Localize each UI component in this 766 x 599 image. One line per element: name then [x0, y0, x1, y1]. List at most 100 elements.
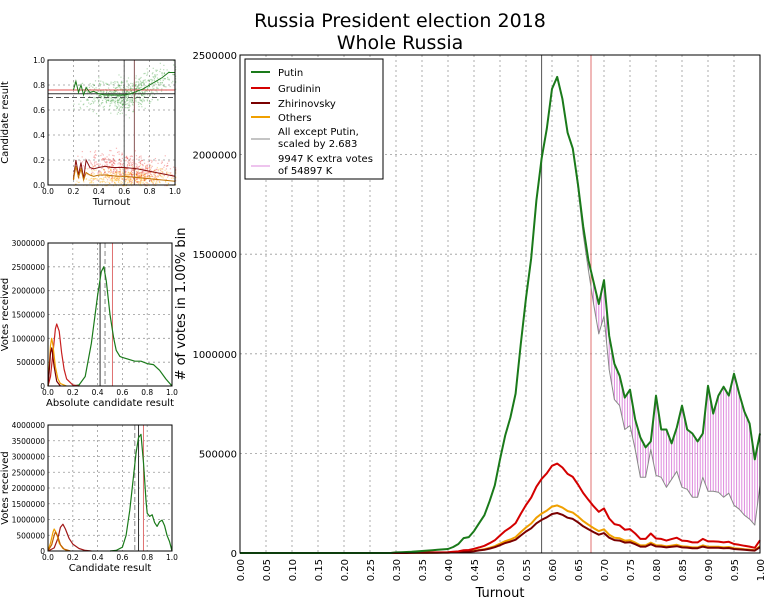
- scatter-point: [129, 172, 131, 175]
- scatter-point: [103, 181, 106, 183]
- scatter-point: [126, 158, 128, 160]
- scatter-point: [173, 166, 175, 168]
- scatter-point: [133, 168, 135, 170]
- scatter-point: [121, 154, 123, 156]
- scatter-point: [135, 98, 137, 100]
- scatter-point: [155, 176, 157, 178]
- scatter-point: [140, 86, 142, 89]
- scatter-point: [121, 103, 123, 105]
- scatter-point: [168, 160, 170, 163]
- scatter-point: [144, 176, 146, 178]
- scatter-point: [98, 99, 100, 101]
- scatter-point: [129, 177, 131, 179]
- scatter-point: [143, 183, 145, 186]
- scatter-point: [156, 166, 158, 169]
- scatter-point: [125, 91, 128, 93]
- scatter-point: [128, 178, 130, 180]
- scatter-point: [161, 82, 163, 84]
- scatter-point: [97, 183, 99, 186]
- scatter-point: [102, 180, 104, 182]
- scatter-point: [138, 172, 140, 174]
- scatter-point: [157, 170, 159, 172]
- scatter-point: [107, 95, 109, 97]
- scatter-point: [112, 99, 114, 101]
- scatter-point: [77, 181, 79, 184]
- scatter-point: [139, 172, 141, 174]
- scatter-point: [94, 165, 96, 167]
- scatter-point: [126, 99, 128, 101]
- y-axis-label: # of votes in 1.00% bin: [174, 228, 189, 381]
- scatter-point: [127, 161, 129, 163]
- scatter-point: [134, 167, 136, 169]
- scatter-point: [141, 170, 143, 173]
- scatter-point: [130, 171, 132, 174]
- absolute-result-chart: 0.0 0.2 0.4 0.6 0.8 1.00500000100000015000002…: [0, 239, 178, 409]
- scatter-point: [149, 179, 151, 181]
- scatter-point: [73, 185, 75, 187]
- scatter-point: [106, 99, 108, 101]
- scatter-point: [141, 182, 143, 184]
- scatter-point: [117, 101, 119, 104]
- scatter-point: [144, 94, 146, 96]
- scatter-point: [106, 83, 108, 85]
- scatter-point: [110, 177, 113, 179]
- scatter-point: [137, 171, 139, 173]
- scatter-point: [111, 164, 113, 166]
- scatter-point: [126, 90, 128, 92]
- scatter-point: [106, 83, 108, 85]
- scatter-point: [147, 161, 149, 163]
- scatter-point: [88, 179, 90, 181]
- scatter-point: [143, 180, 145, 182]
- scatter-point: [121, 178, 123, 180]
- scatter-point: [125, 173, 127, 175]
- scatter-point: [108, 154, 110, 156]
- scatter-point: [175, 169, 177, 172]
- x-tick-label: 0.8: [144, 187, 156, 196]
- scatter-point: [131, 103, 134, 105]
- scatter-point: [107, 95, 109, 97]
- scatter-point: [152, 88, 154, 90]
- scatter-point: [117, 91, 119, 93]
- scatter-point: [139, 87, 141, 89]
- scatter-point: [107, 171, 110, 173]
- scatter-point: [144, 173, 146, 175]
- plot-frame: [47, 242, 173, 387]
- scatter-point: [115, 109, 117, 111]
- scatter-point: [124, 160, 126, 162]
- scatter-point: [93, 156, 95, 158]
- scatter-point: [155, 171, 157, 173]
- scatter-point: [97, 172, 100, 174]
- scatter-point: [106, 160, 108, 163]
- scatter-point: [107, 175, 109, 178]
- scatter-point: [100, 95, 102, 97]
- scatter-point: [136, 181, 138, 183]
- scatter-point: [142, 170, 144, 173]
- y-tick-label: 0: [231, 549, 237, 560]
- scatter-point: [147, 172, 150, 174]
- scatter-point: [110, 175, 112, 177]
- scatter-point: [101, 102, 103, 104]
- scatter-point: [115, 87, 117, 89]
- scatter-point: [158, 173, 160, 176]
- scatter-point: [120, 160, 122, 162]
- scatter-point: [116, 173, 118, 175]
- scatter-point: [125, 168, 127, 170]
- scatter-point: [115, 160, 117, 162]
- scatter-point: [135, 97, 137, 99]
- scatter-point: [101, 158, 103, 161]
- scatter-point: [160, 168, 162, 170]
- y-tick-label: 3500000: [12, 437, 46, 446]
- x-tick-label: 0.40: [444, 559, 455, 581]
- scatter-point: [111, 96, 113, 98]
- scatter-point: [119, 101, 121, 103]
- scatter-point: [135, 75, 137, 77]
- scatter-point: [108, 166, 110, 169]
- scatter-point: [119, 159, 121, 161]
- scatter-point: [135, 181, 138, 183]
- scatter-point: [116, 100, 118, 102]
- scatter-point: [144, 170, 146, 172]
- scatter-point: [139, 175, 142, 177]
- scatter-point: [113, 162, 115, 164]
- scatter-point: [140, 172, 143, 174]
- scatter-point: [121, 178, 123, 180]
